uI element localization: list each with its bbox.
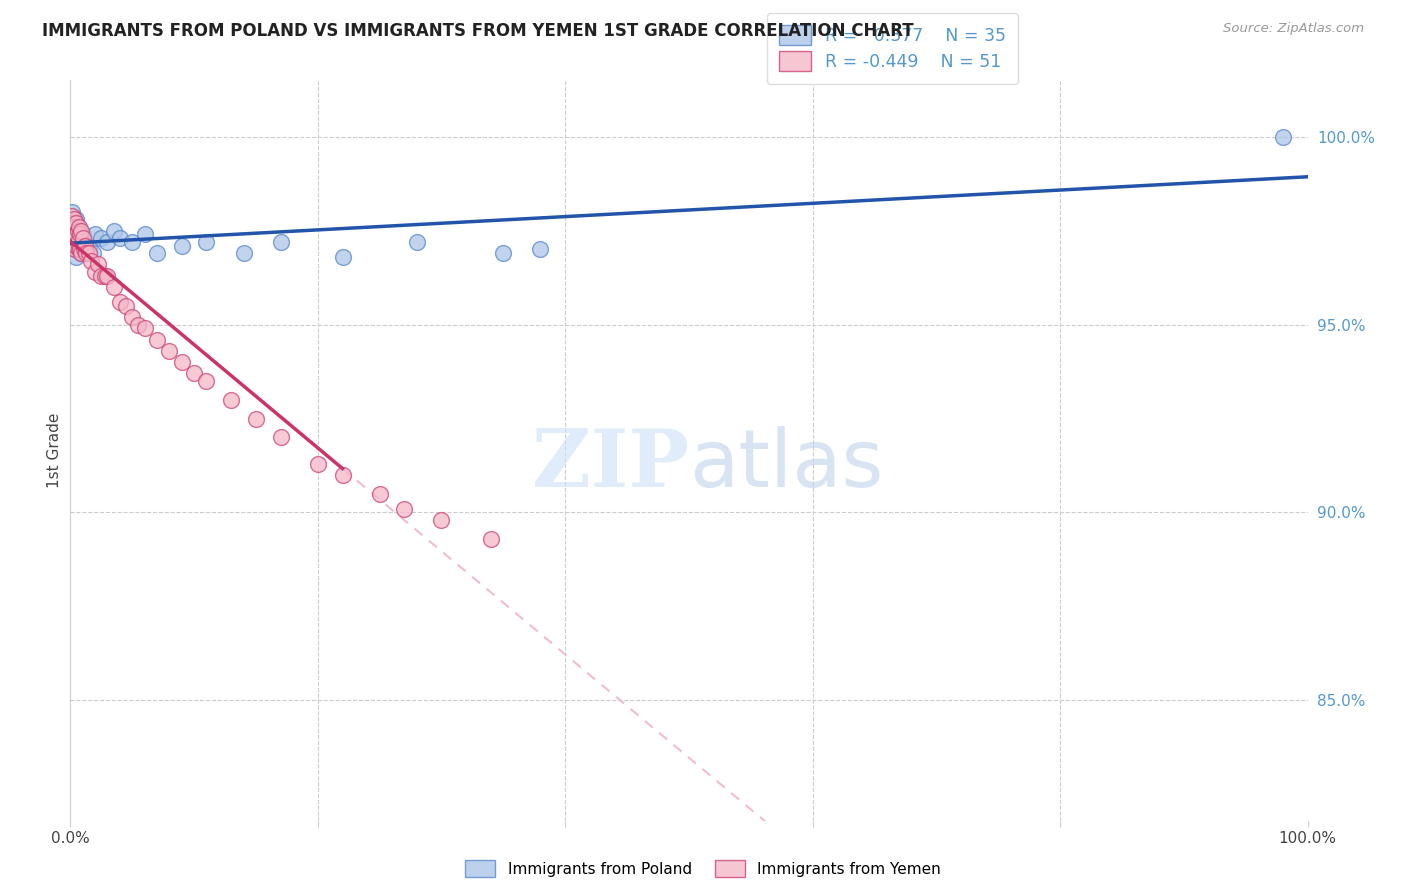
- Point: [94, 268, 117, 283]
- Point: [195, 374, 218, 388]
- Point: [67, 219, 90, 234]
- Point: [1271, 129, 1294, 144]
- Point: [183, 367, 205, 381]
- Point: [121, 310, 143, 324]
- Point: [62, 224, 84, 238]
- Point: [66, 224, 89, 238]
- Text: Source: ZipAtlas.com: Source: ZipAtlas.com: [1223, 22, 1364, 36]
- Point: [108, 295, 131, 310]
- Point: [72, 231, 94, 245]
- Y-axis label: 1st Grade: 1st Grade: [46, 413, 62, 488]
- Point: [69, 227, 91, 242]
- Point: [62, 216, 84, 230]
- Point: [332, 250, 354, 264]
- Point: [146, 333, 169, 347]
- Point: [245, 411, 267, 425]
- Point: [84, 265, 107, 279]
- Point: [492, 246, 515, 260]
- Point: [103, 280, 125, 294]
- Point: [65, 216, 87, 230]
- Point: [65, 238, 87, 252]
- Point: [170, 355, 193, 369]
- Point: [60, 219, 83, 234]
- Point: [60, 216, 83, 230]
- Point: [134, 227, 156, 242]
- Point: [65, 212, 87, 227]
- Point: [65, 243, 87, 257]
- Point: [219, 392, 242, 407]
- Point: [75, 238, 97, 252]
- Point: [60, 204, 83, 219]
- Point: [84, 227, 107, 242]
- Point: [157, 343, 180, 358]
- Point: [96, 268, 118, 283]
- Point: [430, 513, 453, 527]
- Point: [67, 243, 90, 257]
- Text: atlas: atlas: [689, 426, 883, 504]
- Point: [529, 243, 551, 257]
- Point: [65, 250, 87, 264]
- Point: [65, 227, 87, 242]
- Point: [115, 299, 138, 313]
- Point: [75, 246, 97, 260]
- Point: [72, 227, 94, 242]
- Point: [65, 227, 87, 242]
- Point: [270, 235, 292, 249]
- Point: [146, 246, 169, 260]
- Point: [73, 243, 96, 257]
- Point: [90, 268, 112, 283]
- Point: [479, 532, 502, 546]
- Point: [90, 231, 112, 245]
- Point: [70, 246, 93, 260]
- Point: [63, 235, 86, 249]
- Point: [307, 457, 329, 471]
- Point: [70, 224, 93, 238]
- Point: [62, 231, 84, 245]
- Text: ZIP: ZIP: [531, 426, 689, 504]
- Point: [66, 219, 89, 234]
- Point: [80, 253, 103, 268]
- Point: [103, 224, 125, 238]
- Point: [63, 216, 86, 230]
- Point: [69, 231, 91, 245]
- Point: [66, 235, 89, 249]
- Point: [96, 235, 118, 249]
- Point: [170, 238, 193, 252]
- Point: [65, 243, 87, 257]
- Point: [65, 219, 87, 234]
- Legend: Immigrants from Poland, Immigrants from Yemen: Immigrants from Poland, Immigrants from …: [457, 853, 949, 884]
- Point: [232, 246, 254, 260]
- Point: [121, 235, 143, 249]
- Point: [394, 501, 416, 516]
- Point: [82, 246, 104, 260]
- Point: [77, 246, 100, 260]
- Point: [77, 238, 100, 252]
- Point: [60, 209, 83, 223]
- Point: [332, 467, 354, 482]
- Point: [270, 430, 292, 444]
- Point: [70, 246, 93, 260]
- Point: [75, 235, 97, 249]
- Point: [65, 231, 87, 245]
- Point: [127, 318, 149, 332]
- Text: IMMIGRANTS FROM POLAND VS IMMIGRANTS FROM YEMEN 1ST GRADE CORRELATION CHART: IMMIGRANTS FROM POLAND VS IMMIGRANTS FRO…: [42, 22, 914, 40]
- Point: [62, 227, 84, 242]
- Point: [134, 321, 156, 335]
- Point: [108, 231, 131, 245]
- Point: [195, 235, 218, 249]
- Point: [63, 224, 86, 238]
- Point: [368, 486, 391, 500]
- Point: [405, 235, 427, 249]
- Point: [69, 243, 91, 257]
- Point: [86, 257, 108, 271]
- Point: [67, 238, 90, 252]
- Point: [63, 212, 86, 227]
